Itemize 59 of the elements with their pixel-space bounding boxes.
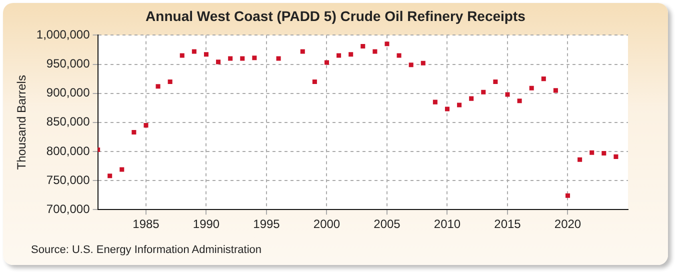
point <box>457 102 462 108</box>
chart-title: Annual West Coast (PADD 5) Crude Oil Refinery Receipts <box>144 8 526 24</box>
x-tick-label: 2020 <box>554 217 582 232</box>
point <box>360 44 366 49</box>
point <box>348 52 354 57</box>
point <box>216 60 221 64</box>
x-tick-label: 1985 <box>132 217 160 232</box>
point <box>192 49 196 54</box>
source-note: Source: U.S. Energy Information Administration <box>31 244 262 256</box>
point <box>108 174 112 178</box>
y-tick-label: 750,000 <box>46 172 90 187</box>
x-tick-label: 1995 <box>253 217 280 232</box>
point <box>517 98 522 104</box>
point <box>614 154 618 159</box>
point <box>120 167 124 172</box>
point <box>432 100 438 104</box>
point <box>204 52 208 57</box>
point <box>228 56 233 61</box>
point <box>336 53 342 58</box>
point <box>578 157 582 162</box>
x-tick-label: 2010 <box>434 217 461 232</box>
y-tick-label: 950,000 <box>46 56 90 71</box>
point <box>300 49 305 54</box>
y-tick-label: 700,000 <box>46 202 90 216</box>
point <box>444 106 450 112</box>
point <box>493 79 498 84</box>
point <box>252 56 257 60</box>
point <box>541 76 546 82</box>
point <box>420 60 426 66</box>
point <box>132 130 136 135</box>
y-tick-label: 850,000 <box>46 114 90 129</box>
point <box>312 79 317 84</box>
point <box>481 90 486 94</box>
x-tick-label: 2005 <box>374 217 401 232</box>
point <box>408 62 414 68</box>
point <box>240 56 245 61</box>
point <box>590 150 594 155</box>
x-tick-label: 2000 <box>313 217 340 232</box>
y-tick-label: 1,000,000 <box>36 28 90 42</box>
point <box>469 96 474 101</box>
y-axis-title: Thousand Barrels <box>14 75 29 170</box>
x-tick-label: 1990 <box>192 217 220 232</box>
point <box>144 123 148 128</box>
point <box>396 53 402 58</box>
point <box>168 79 172 84</box>
point <box>384 42 390 46</box>
point <box>372 49 378 54</box>
x-tick-label: 2015 <box>494 217 522 232</box>
y-tick-label: 800,000 <box>46 144 90 158</box>
point <box>529 86 534 90</box>
point <box>602 150 606 156</box>
point <box>276 56 281 61</box>
y-tick-label: 900,000 <box>46 86 90 100</box>
point <box>505 92 510 97</box>
point <box>553 88 558 93</box>
point <box>156 84 160 89</box>
point <box>180 53 184 58</box>
point <box>324 60 330 65</box>
point <box>565 193 570 198</box>
